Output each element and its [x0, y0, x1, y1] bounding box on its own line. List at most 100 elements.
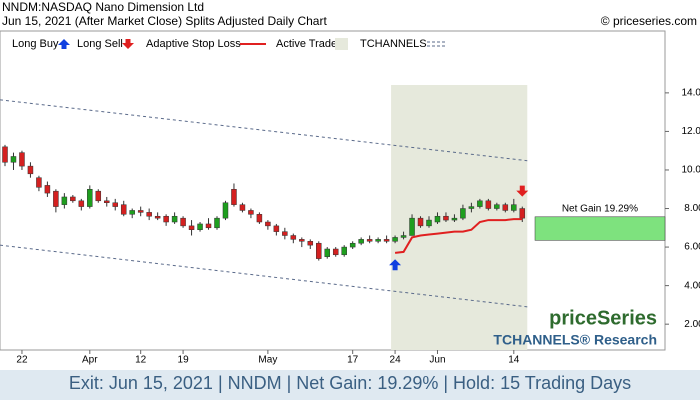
candle-body	[341, 246, 347, 256]
candle-body	[519, 208, 526, 219]
candle-body	[324, 248, 330, 257]
candle-body	[197, 223, 203, 230]
candle-body	[19, 152, 25, 167]
candle-body	[299, 239, 305, 242]
candle-body	[451, 217, 458, 221]
candle-body	[180, 217, 186, 227]
candle-body	[95, 190, 102, 202]
candle-body	[104, 200, 110, 203]
candle-body	[44, 185, 51, 194]
candle-body	[10, 156, 17, 163]
x-tick-label: May	[258, 355, 277, 366]
candle-body	[417, 217, 424, 227]
legend-sell-symbol	[122, 39, 134, 49]
y-tick-label: 8.00	[684, 203, 700, 214]
x-tick-label: Jun	[429, 355, 445, 366]
net-gain-box	[534, 216, 666, 241]
candle-body	[222, 202, 229, 219]
candle-body	[332, 248, 339, 256]
candle-body	[511, 204, 517, 211]
candle-body	[477, 200, 483, 207]
candle-body	[392, 237, 398, 242]
candle-body	[349, 242, 356, 248]
candle-body	[112, 202, 118, 207]
candle-body	[87, 188, 93, 207]
candle-body	[273, 225, 280, 232]
candle-body	[2, 146, 8, 163]
watermark: priceSeries	[549, 307, 657, 329]
candle-body	[154, 215, 161, 219]
buy-arrow	[389, 259, 402, 271]
candle-body	[171, 215, 178, 223]
candle-body	[468, 206, 475, 209]
candle-body	[443, 215, 449, 221]
candle-body	[239, 204, 246, 211]
candle-body	[265, 221, 271, 227]
chart-subtitle: Jun 15, 2021 (After Market Close) Splits…	[2, 14, 327, 28]
x-tick-label: 19	[178, 355, 190, 366]
research-label: TCHANNELS® Research	[493, 332, 657, 348]
candle-body	[307, 241, 314, 246]
candle-body	[434, 215, 441, 223]
active-trade-zone	[391, 85, 528, 350]
candle-body	[282, 231, 288, 236]
net-gain-label: Net Gain 19.29%	[562, 203, 638, 214]
legend-label: Long Buy	[12, 38, 59, 50]
candle-body	[61, 196, 68, 205]
plot-frame	[0, 30, 666, 351]
x-tick-label: 22	[16, 355, 28, 366]
candle-body	[129, 210, 135, 215]
candle-body	[53, 190, 59, 207]
y-tick-label: 12.00	[681, 126, 700, 137]
chart-title: NNDM:NASDAQ Nano Dimension Ltd	[2, 0, 204, 14]
x-tick-label: Apr	[82, 355, 98, 366]
candle-body	[316, 242, 322, 259]
legend-label: Long Sell	[77, 38, 123, 50]
candle-body	[409, 217, 415, 236]
legend-label: Active Trade	[276, 38, 337, 50]
candle-body	[146, 212, 152, 217]
candle-body	[460, 208, 466, 219]
channel-line	[0, 244, 528, 308]
candle-body	[137, 210, 144, 213]
credit: © priceseries.com	[601, 14, 697, 28]
candle-body	[366, 239, 373, 242]
candle-body	[248, 210, 254, 215]
y-tick-label: 4.00	[684, 280, 700, 291]
candle-body	[426, 219, 432, 227]
candle-body	[485, 200, 492, 209]
candle-body	[205, 223, 212, 229]
candle-body	[502, 204, 509, 211]
legend-label: TCHANNELS	[360, 38, 427, 50]
channel-line	[0, 99, 528, 162]
candle-body	[78, 200, 85, 207]
candle-body	[70, 196, 76, 202]
y-tick-label: 2.00	[684, 319, 700, 330]
stop-loss-line	[394, 218, 523, 254]
candle-body	[188, 225, 195, 230]
y-tick-label: 14.00	[681, 88, 700, 99]
legend-label: Adaptive Stop Loss	[146, 38, 241, 50]
sell-arrow	[516, 185, 529, 197]
footer: Exit: Jun 15, 2021 | NNDM | Net Gain: 19…	[69, 373, 631, 393]
x-tick-label: 17	[347, 355, 359, 366]
candle-body	[358, 239, 364, 244]
candle-body	[163, 215, 169, 223]
candle-body	[494, 204, 500, 209]
legend-active-symbol	[335, 38, 348, 50]
candle-body	[383, 239, 390, 242]
footer-bar	[0, 370, 700, 400]
candle-body	[27, 165, 34, 175]
candle-body	[120, 204, 127, 215]
x-tick-label: 24	[390, 355, 402, 366]
candle-body	[256, 214, 263, 223]
candle-body	[375, 239, 381, 242]
legend-buy-symbol	[58, 39, 70, 49]
candle-body	[231, 188, 237, 205]
x-tick-label: 12	[135, 355, 147, 366]
y-tick-label: 6.00	[684, 242, 700, 253]
candle-body	[36, 177, 42, 188]
y-tick-label: 10.00	[681, 165, 700, 176]
